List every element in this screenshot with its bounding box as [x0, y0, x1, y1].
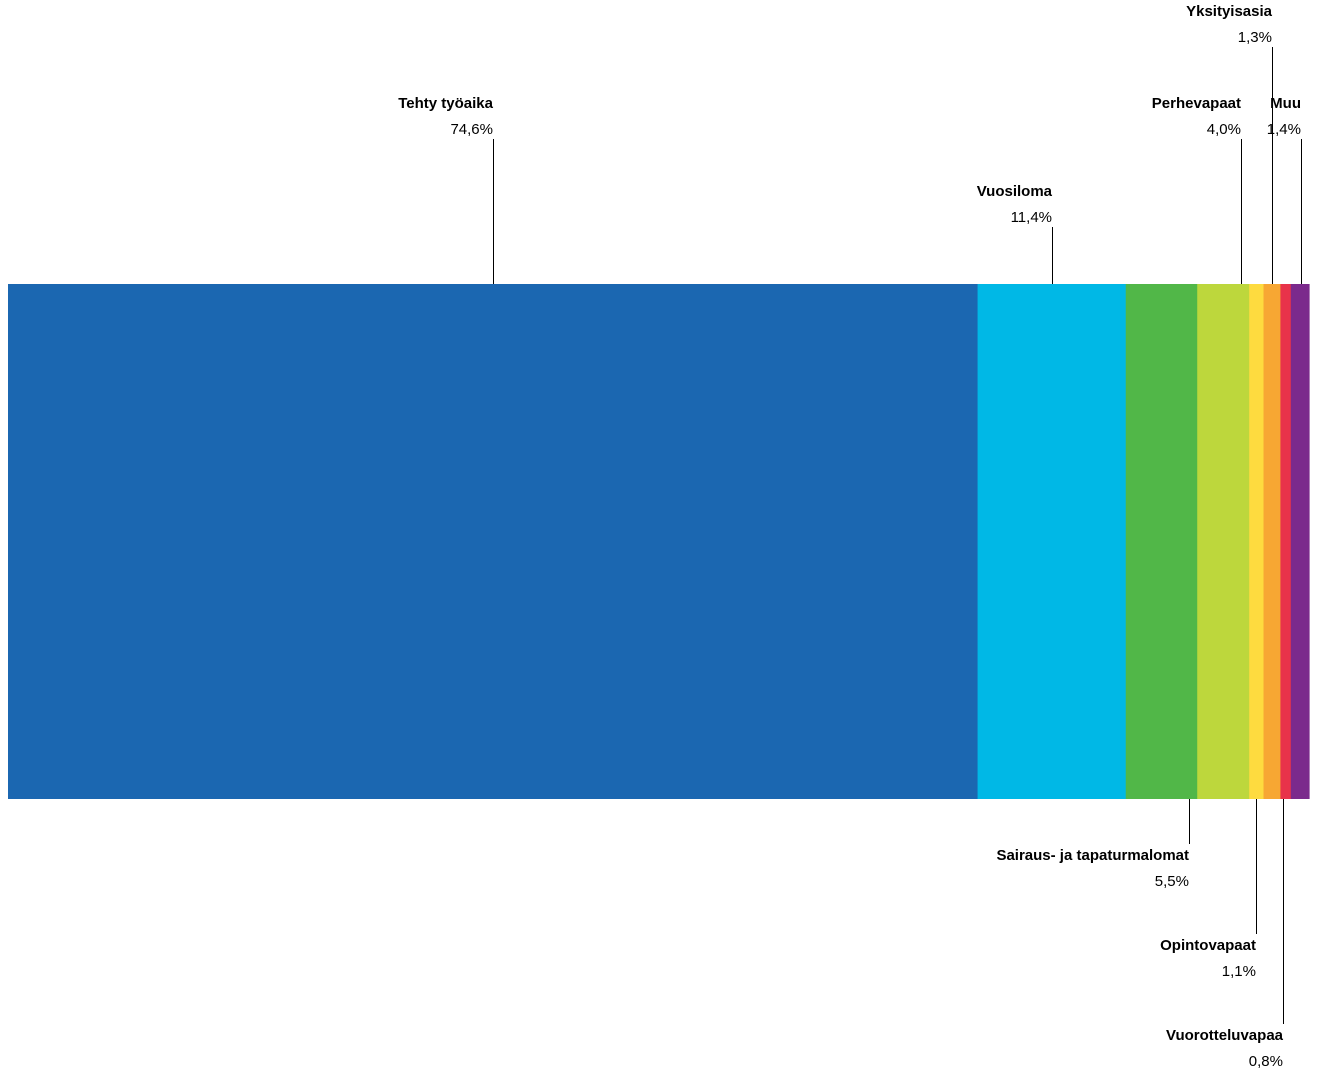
data-label-name-vuosiloma: Vuosiloma: [977, 183, 1053, 200]
data-label-value-yksityisasia: 1,3%: [1238, 29, 1272, 46]
data-label-value-vuorotteluvapaa: 0,8%: [1249, 1053, 1283, 1070]
data-label-value-tehty-tyoaika: 74,6%: [450, 121, 493, 138]
data-label-name-sairaus-ja-tapaturmalomat: Sairaus- ja tapaturmalomat: [996, 847, 1189, 864]
data-label-name-yksityisasia: Yksityisasia: [1186, 3, 1273, 20]
data-label-value-perhevapaat: 4,0%: [1207, 121, 1241, 138]
bar-segment-muu: [1290, 284, 1310, 799]
bar-segment-perhevapaat: [1197, 284, 1250, 799]
data-label-name-vuorotteluvapaa: Vuorotteluvapaa: [1166, 1027, 1284, 1044]
data-labels: Tehty työaika 74,6% Vuosiloma 11,4% Sairaus-…: [398, 3, 1302, 1070]
bar-segment-yksityisasia: [1263, 284, 1282, 799]
data-label-value-muu: 1,4%: [1267, 121, 1301, 138]
bar-segment-opintovapaat: [1249, 284, 1265, 799]
bar-segment-vuosiloma: [977, 284, 1127, 799]
bar-segments: [8, 284, 1310, 799]
data-label-value-opintovapaat: 1,1%: [1222, 963, 1256, 980]
data-label-name-tehty-tyoaika: Tehty työaika: [398, 95, 493, 112]
bar-segment-tehty-tyoaika: [8, 284, 979, 799]
data-label-name-muu: Muu: [1270, 95, 1301, 112]
bar-segment-sairaus-ja-tapaturmalomat: [1125, 284, 1198, 799]
bar-segment-vuorotteluvapaa: [1280, 284, 1292, 799]
data-label-value-vuosiloma: 11,4%: [1011, 209, 1052, 226]
data-label-value-sairaus-ja-tapaturmalomat: 5,5%: [1155, 873, 1189, 890]
data-label-name-perhevapaat: Perhevapaat: [1152, 95, 1241, 112]
data-label-name-opintovapaat: Opintovapaat: [1160, 937, 1256, 954]
